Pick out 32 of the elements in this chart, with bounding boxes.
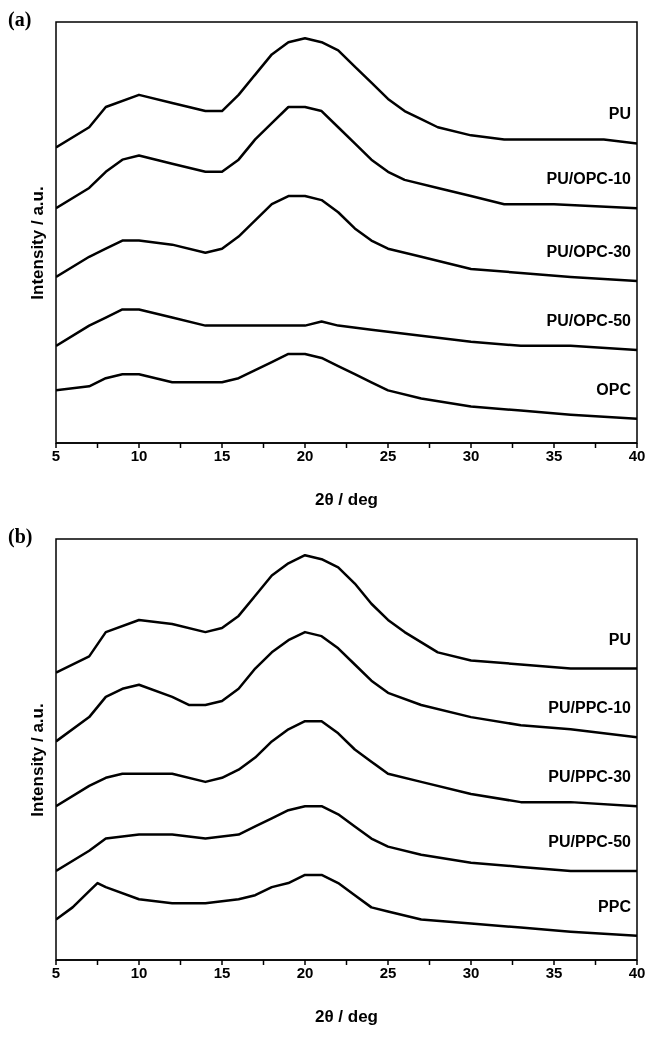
series-label: PU (608, 105, 631, 123)
x-tick-label: 30 (462, 446, 480, 464)
series-label: PU/PPC-50 (548, 832, 632, 850)
x-tick-label: 5 (51, 446, 61, 464)
x-tick-label: 15 (213, 963, 231, 981)
x-tick-label: 35 (545, 963, 563, 981)
x-tick-label: 10 (130, 446, 148, 464)
x-axis-title: 2θ / deg (314, 490, 379, 509)
x-tick-label: 35 (545, 446, 563, 464)
x-tick-label: 15 (213, 446, 231, 464)
x-tick-label: 20 (296, 446, 314, 464)
y-axis-title: Intensity / a.u. (28, 186, 48, 300)
y-axis-title: Intensity / a.u. (28, 703, 48, 817)
series-label: PU/OPC-50 (546, 311, 632, 329)
series-label: PU (608, 630, 631, 648)
x-axis-title: 2θ / deg (314, 1007, 379, 1026)
series-label: PU/PPC-10 (548, 699, 632, 717)
series-label: PU/PPC-30 (548, 768, 632, 786)
series-label: PU/OPC-10 (546, 170, 632, 188)
x-tick-label: 30 (462, 963, 480, 981)
x-tick-label: 40 (628, 963, 646, 981)
x-tick-label: 40 (628, 446, 646, 464)
x-tick-label: 20 (296, 963, 314, 981)
x-tick-label: 10 (130, 963, 148, 981)
series-label: PPC (598, 897, 632, 915)
chart-title: (a) (8, 8, 32, 31)
series-label: PU/OPC-30 (546, 243, 632, 261)
x-tick-label: 25 (379, 446, 397, 464)
x-tick-label: 25 (379, 963, 397, 981)
series-label: OPC (596, 380, 632, 398)
chart-title: (b) (8, 525, 33, 548)
x-tick-label: 5 (51, 963, 61, 981)
